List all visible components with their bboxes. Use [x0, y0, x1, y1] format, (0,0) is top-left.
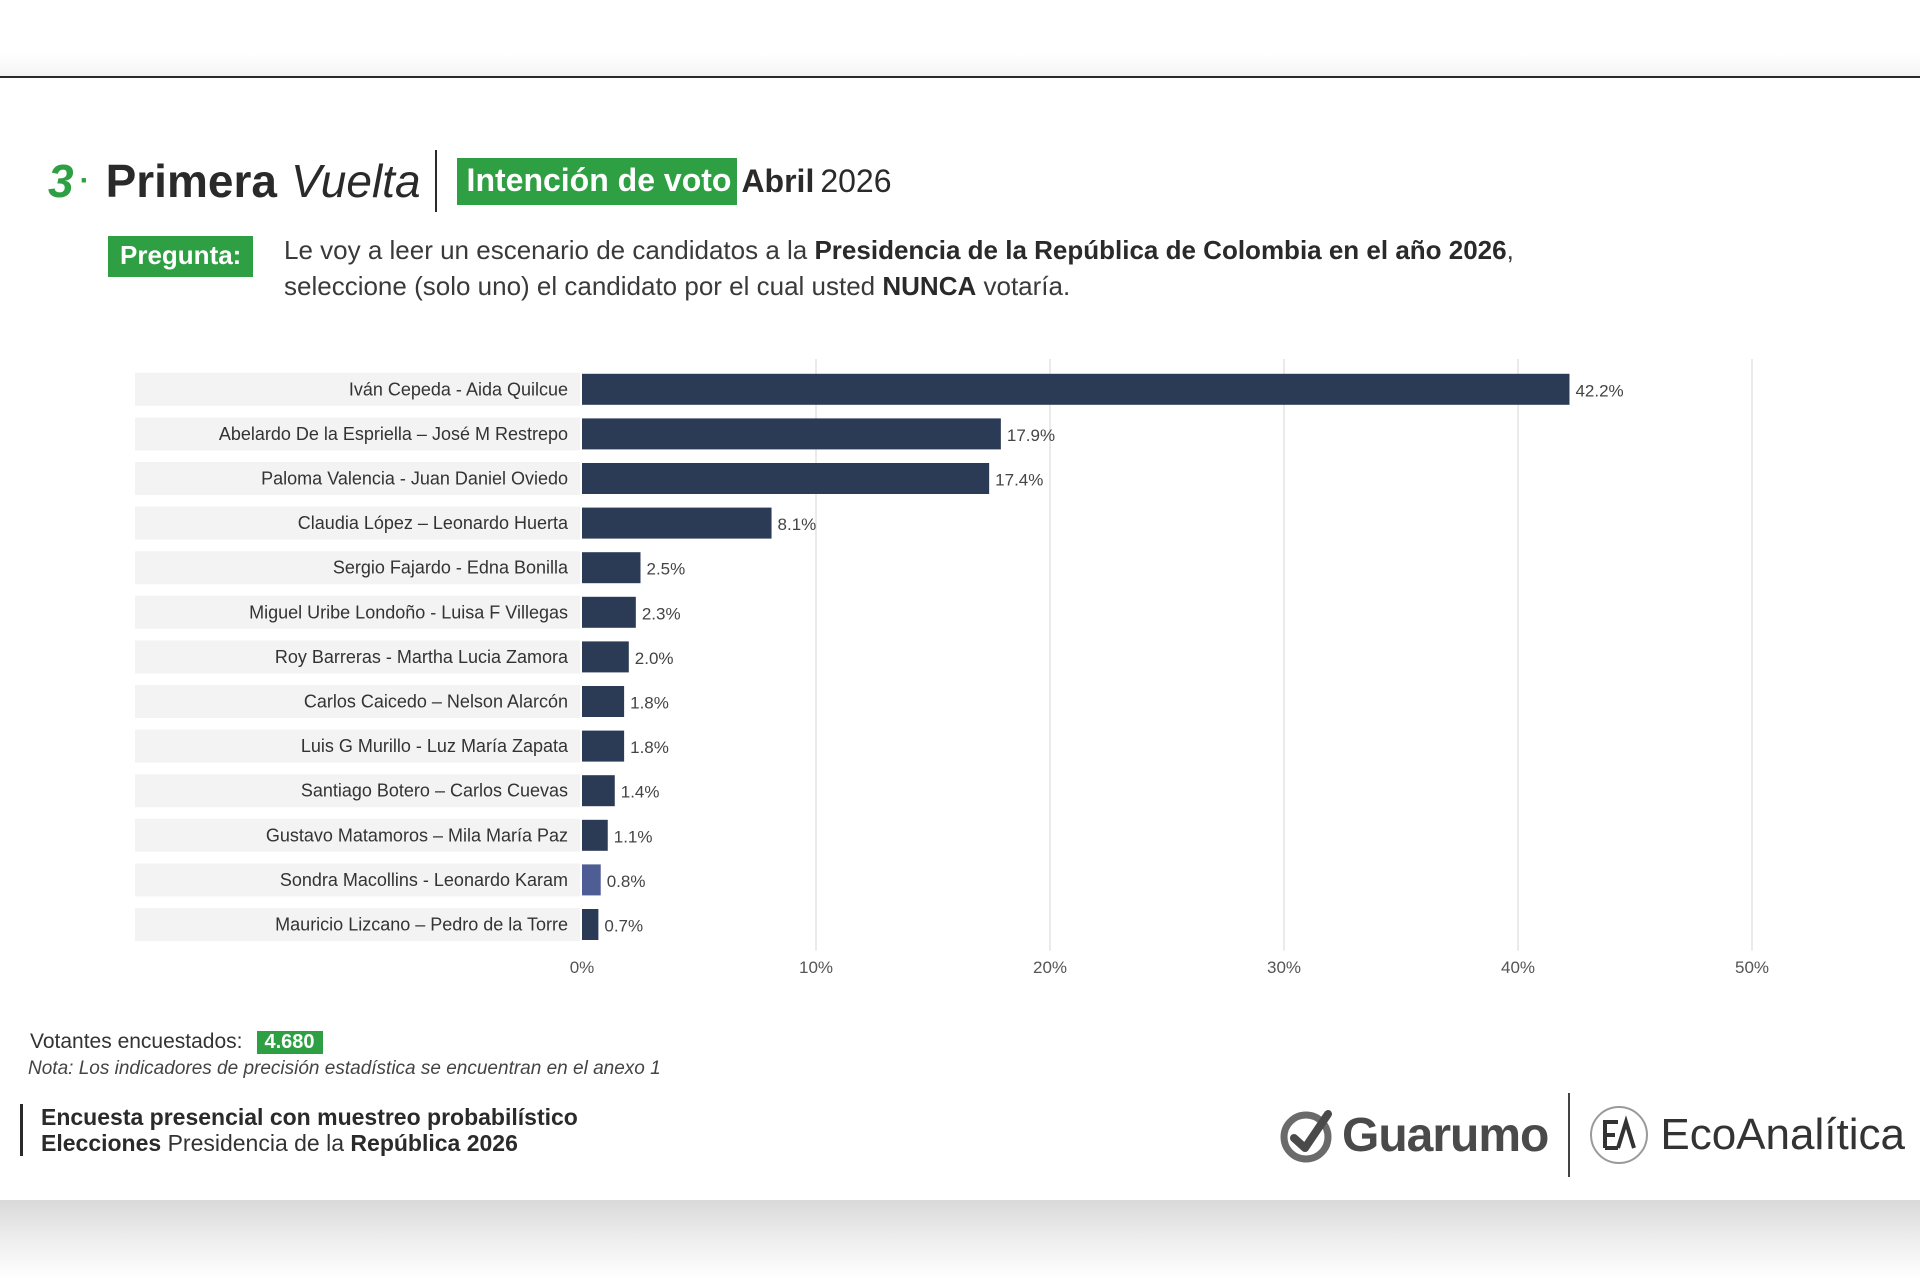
data-label: 0.7% [604, 917, 643, 936]
data-label: 17.9% [1007, 426, 1055, 445]
survey-line-1: Encuesta presencial con muestreo probabi… [41, 1104, 578, 1130]
question-text: Le voy a leer un escenario de candidatos… [284, 232, 1604, 304]
slide-title: 3 · Primera Vuelta Intención de voto Abr… [48, 148, 892, 214]
category-label: Mauricio Lizcano – Pedro de la Torre [275, 915, 568, 935]
data-label: 2.0% [635, 649, 674, 668]
survey-line-2-bold2: República 2026 [350, 1130, 518, 1156]
category-label: Iván Cepeda - Aida Quilcue [349, 379, 568, 399]
category-label: Paloma Valencia - Juan Daniel Oviedo [261, 469, 568, 489]
title-italic: Vuelta [290, 155, 421, 207]
category-label: Roy Barreras - Martha Lucia Zamora [275, 647, 569, 667]
category-label: Sergio Fajardo - Edna Bonilla [333, 558, 569, 578]
question-part-1: Le voy a leer un escenario de candidatos… [284, 235, 815, 265]
x-tick-label: 50% [1735, 958, 1769, 975]
data-label: 1.4% [621, 783, 660, 802]
x-tick-label: 40% [1501, 958, 1535, 975]
x-tick-label: 0% [570, 958, 595, 975]
question-part-2: , [1506, 235, 1514, 265]
survey-info: Encuesta presencial con muestreo probabi… [20, 1104, 578, 1156]
guarumo-logo: Guarumo [1278, 1106, 1549, 1164]
category-band [135, 774, 580, 808]
data-label: 17.4% [995, 471, 1043, 490]
category-band [135, 729, 580, 763]
slide-number: 3 [48, 155, 74, 207]
bar [582, 730, 625, 762]
data-label: 1.8% [630, 694, 669, 713]
voters-label: Votantes encuestados: [30, 1030, 243, 1053]
x-tick-label: 20% [1033, 958, 1067, 975]
bar [582, 864, 601, 896]
question-label: Pregunta: [108, 236, 254, 277]
category-band [135, 462, 580, 495]
ecoanalitica-name: EcoAnalítica [1660, 1110, 1905, 1159]
category-band [135, 863, 580, 897]
question-bold-2: NUNCA [882, 271, 977, 301]
category-label: Sondra Macollins - Leonardo Karam [280, 870, 568, 890]
category-label: Carlos Caicedo – Nelson Alarcón [304, 692, 568, 712]
bar [582, 373, 1570, 405]
bar [582, 686, 625, 717]
slide-number-dot: · [79, 164, 90, 197]
category-band [135, 551, 580, 585]
category-label: Miguel Uribe Londoño - Luisa F Villegas [249, 602, 568, 622]
category-label: Claudia López – Leonardo Huerta [298, 513, 569, 533]
precision-note: Nota: Los indicadores de precisión estad… [28, 1058, 661, 1079]
category-label: Gustavo Matamoros – Mila María Paz [266, 825, 568, 845]
question-part-3: seleccione (solo uno) el candidato por e… [284, 271, 883, 301]
question-part-4: votaría. [976, 271, 1071, 301]
bar [582, 418, 1001, 450]
bar [582, 909, 599, 940]
question-bold-1: Presidencia de la República de Colombia … [814, 235, 1507, 265]
bar [582, 552, 641, 584]
category-band [135, 506, 580, 540]
survey-line-2-mid: Presidencia de la [161, 1130, 351, 1156]
data-label: 2.3% [642, 604, 681, 623]
category-label: Santiago Botero – Carlos Cuevas [301, 781, 568, 801]
voters-line: Votantes encuestados: 4.680 [30, 1030, 323, 1054]
ea-monogram-icon [1590, 1106, 1649, 1164]
bar [582, 507, 772, 539]
bar [582, 819, 608, 851]
logos: Guarumo EcoAnalítica [1278, 1090, 1905, 1180]
category-band [135, 818, 580, 852]
data-label: 2.5% [647, 560, 686, 579]
category-label: Abelardo De la Espriella – José M Restre… [219, 424, 568, 444]
data-label: 1.1% [614, 827, 653, 846]
logo-divider [1568, 1093, 1571, 1177]
ecoanalitica-logo: EcoAnalítica [1588, 1104, 1905, 1166]
title-bold: Primera [105, 155, 277, 207]
bar [582, 596, 636, 628]
category-band [135, 908, 580, 941]
bar-chart: 0% 10% 20% 30% 40% 50% Iván Cepeda - Aida Quil… [135, 359, 1769, 975]
bar [582, 641, 629, 673]
category-band [135, 685, 580, 718]
check-circle-icon [1280, 1110, 1332, 1163]
topic-badge: Intención de voto [456, 157, 738, 205]
data-label: 8.1% [778, 515, 817, 534]
category-label: Luis G Murillo - Luz María Zapata [301, 736, 569, 756]
category-band [135, 595, 580, 629]
data-label: 0.8% [607, 872, 646, 891]
x-tick-label: 30% [1267, 958, 1301, 975]
category-band [135, 372, 580, 406]
category-band [135, 640, 580, 674]
title-month: Abril [741, 162, 815, 199]
title-year: 2026 [820, 162, 892, 199]
survey-line-2-bold: Elecciones [41, 1130, 162, 1156]
bar [582, 775, 615, 807]
top-rule [0, 76, 1920, 78]
voters-count: 4.680 [256, 1031, 323, 1054]
data-label: 1.8% [630, 738, 669, 757]
bottom-shadow [0, 1200, 1920, 1280]
category-band [135, 417, 580, 451]
title-divider [434, 150, 437, 212]
data-label: 42.2% [1575, 381, 1623, 400]
top-fade [0, 54, 1920, 76]
bar [582, 463, 990, 494]
guarumo-name: Guarumo [1342, 1108, 1549, 1162]
x-tick-label: 10% [799, 958, 833, 975]
